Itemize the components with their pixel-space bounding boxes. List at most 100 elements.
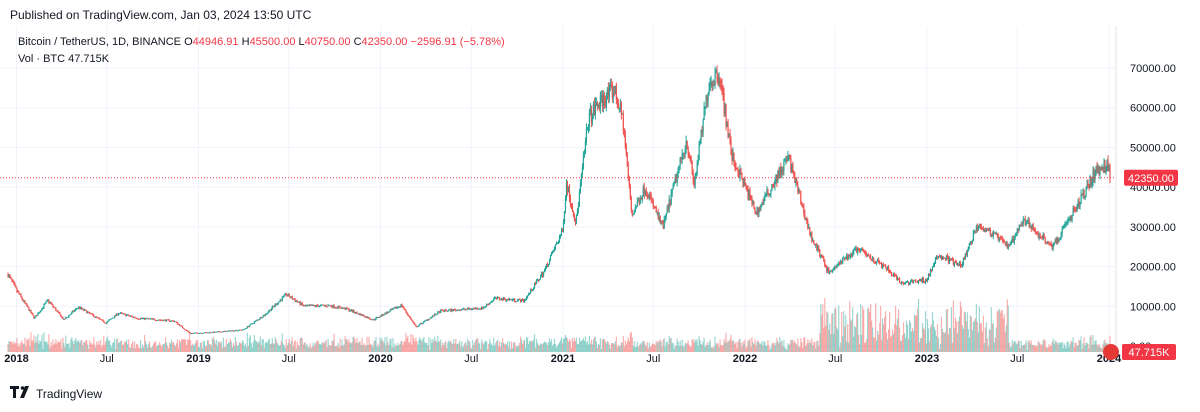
- volume-bar: [758, 342, 760, 352]
- volume-bar: [297, 345, 299, 352]
- candle-body: [907, 281, 910, 285]
- candle-body: [511, 299, 513, 301]
- volume-bar: [572, 341, 575, 352]
- volume-bar: [715, 344, 717, 352]
- candle-body: [694, 176, 696, 187]
- volume-bar: [61, 348, 63, 352]
- candle-body: [274, 304, 276, 307]
- candle-body: [200, 332, 203, 334]
- volume-bar: [1007, 305, 1009, 352]
- volume-bar: [639, 343, 641, 352]
- volume-bar: [229, 338, 231, 352]
- volume-bar: [580, 340, 583, 352]
- candle-body: [846, 255, 848, 259]
- volume-bar: [585, 343, 588, 352]
- candle-body: [962, 258, 964, 265]
- volume-bar: [764, 341, 766, 352]
- candle-body: [755, 211, 757, 213]
- candle-body: [826, 267, 828, 272]
- candle-body: [581, 167, 584, 174]
- volume-bar: [588, 335, 591, 352]
- candle-body: [645, 190, 647, 195]
- price-chart[interactable]: 0.0010000.0020000.0030000.0040000.005000…: [0, 26, 1200, 380]
- volume-bar: [56, 343, 58, 352]
- candle-body: [926, 278, 929, 281]
- volume-bar: [517, 345, 519, 352]
- volume-bar: [306, 343, 308, 352]
- volume-bar: [799, 346, 801, 352]
- volume-bar: [761, 340, 763, 352]
- volume-bar: [902, 322, 905, 352]
- candle-body: [1107, 160, 1109, 168]
- candle-body: [506, 299, 508, 301]
- volume-bar: [792, 339, 794, 352]
- candle-body: [420, 323, 422, 324]
- volume-bar: [341, 339, 343, 352]
- volume-bar: [449, 341, 451, 352]
- candle-body: [28, 307, 30, 311]
- candle-body: [101, 319, 103, 321]
- volume-bar: [31, 340, 33, 352]
- volume-bar: [865, 341, 867, 352]
- candle-body: [317, 305, 319, 307]
- volume-bar: [389, 339, 391, 352]
- volume-bar: [226, 344, 229, 352]
- volume-bar: [1092, 334, 1094, 352]
- candle-body: [558, 237, 561, 243]
- volume-bar: [989, 330, 991, 352]
- candle-body: [988, 229, 990, 231]
- volume-bar: [1001, 310, 1003, 352]
- volume-bar: [747, 340, 749, 352]
- candle-body: [893, 273, 896, 276]
- candle-body: [925, 279, 928, 281]
- candle-body: [332, 305, 334, 308]
- candle-body: [770, 190, 772, 194]
- volume-bar: [145, 340, 147, 352]
- volume-bar: [69, 347, 71, 352]
- volume-bar: [77, 340, 79, 352]
- candle-body: [516, 301, 518, 303]
- volume-bar: [450, 340, 452, 352]
- volume-bar: [783, 340, 785, 352]
- candle-body: [99, 318, 101, 320]
- volume-bar: [838, 305, 840, 352]
- volume-bar: [492, 345, 494, 352]
- candle-body: [637, 200, 639, 202]
- volume-bar: [949, 328, 952, 352]
- candle-body: [781, 169, 783, 175]
- candle-body: [104, 322, 106, 324]
- volume-bar: [1052, 338, 1054, 352]
- volume-bar: [633, 341, 635, 352]
- volume-bar: [924, 311, 927, 352]
- volume-bar: [671, 343, 673, 352]
- volume-bar: [404, 340, 406, 352]
- candle-body: [918, 280, 921, 282]
- volume-bar: [651, 343, 653, 352]
- candle-body: [25, 303, 27, 304]
- volume-bar: [658, 341, 660, 352]
- candle-body: [381, 314, 383, 317]
- candle-body: [653, 206, 655, 208]
- candle-body: [946, 255, 949, 258]
- volume-bar: [1086, 342, 1088, 352]
- candle-body: [879, 262, 881, 264]
- volume-bar: [743, 343, 745, 352]
- volume-bar: [30, 332, 32, 352]
- candle-body: [928, 275, 931, 276]
- volume-bar: [719, 339, 721, 352]
- volume-bar: [270, 343, 272, 352]
- candle-body: [429, 318, 431, 320]
- candle-body: [251, 323, 253, 325]
- volume-bar: [287, 342, 289, 352]
- volume-label[interactable]: Vol · BTC: [18, 53, 66, 65]
- candle-body: [88, 312, 90, 313]
- candle-body: [929, 269, 932, 276]
- candle-body: [596, 103, 598, 106]
- close-value: 42350.00: [361, 36, 408, 48]
- volume-bar: [248, 337, 250, 352]
- candle-body: [273, 306, 275, 308]
- candle-body: [697, 160, 699, 164]
- volume-bar: [500, 346, 502, 352]
- volume-bar: [479, 343, 481, 352]
- symbol-title[interactable]: Bitcoin / TetherUS, 1D, BINANCE: [18, 36, 182, 48]
